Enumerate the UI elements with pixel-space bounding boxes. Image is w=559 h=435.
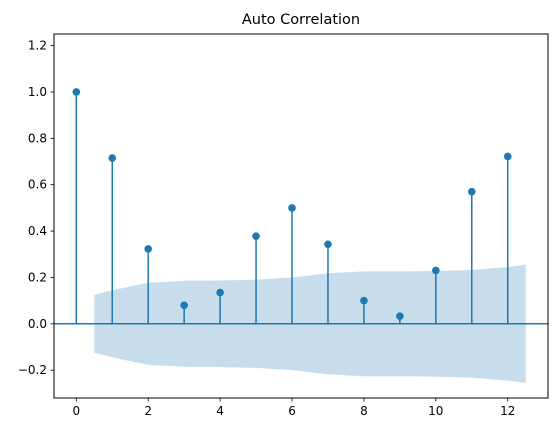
stem-marker-lag-11 [467, 187, 476, 196]
x-tick-label: 10 [428, 404, 443, 418]
plot-frame [53, 33, 549, 399]
x-tick-label: 8 [360, 404, 368, 418]
stem-marker-lag-0 [72, 88, 81, 96]
y-tick-label: 0.0 [28, 317, 47, 331]
y-tick-label: 0.8 [28, 131, 47, 145]
x-tick-label: 2 [144, 404, 152, 418]
y-tick-label: 1.0 [28, 85, 47, 99]
stem-marker-lag-1 [108, 154, 117, 162]
stem-marker-lag-2 [144, 245, 152, 253]
y-tick-label: −0.2 [18, 363, 47, 377]
stem-layer [54, 88, 548, 325]
chart-title: Auto Correlation [242, 12, 360, 28]
stem-marker-lag-7 [324, 240, 332, 249]
x-tick-label: 6 [288, 404, 296, 418]
stem-marker-lag-3 [180, 301, 188, 310]
y-tick-label: 1.2 [28, 39, 47, 53]
stem-marker-lag-4 [216, 288, 224, 297]
stem-marker-lag-10 [432, 266, 440, 275]
stem-marker-lag-8 [360, 296, 368, 305]
x-tick-label: 12 [500, 404, 515, 418]
stem-marker-lag-9 [396, 312, 404, 320]
x-tick-label: 4 [216, 404, 224, 418]
y-tick-label: 0.6 [28, 178, 47, 192]
stem-marker-lag-6 [288, 204, 296, 212]
x-tick-label: 0 [72, 404, 80, 418]
y-tick-label: 0.4 [28, 224, 47, 238]
stem-marker-lag-12 [503, 152, 512, 161]
axis-layer: 0 2 4 6 8 10 12 −0.2 0.0 0.2 0.4 0.6 0.8 1.0 1.2 [18, 39, 516, 418]
y-tick-label: 0.2 [28, 270, 47, 284]
stem-marker-lag-5 [252, 232, 260, 240]
